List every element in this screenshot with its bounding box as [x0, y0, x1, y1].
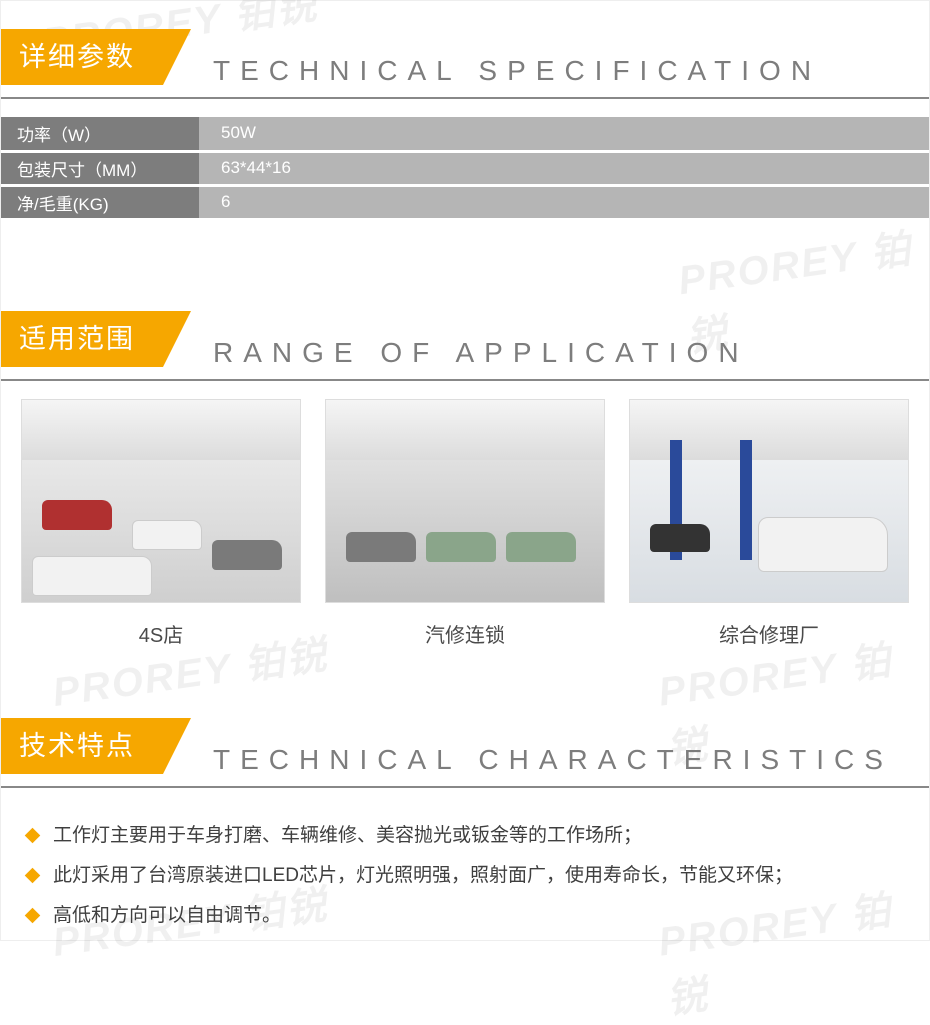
spec-label: 包装尺寸（MM） — [1, 151, 199, 185]
section-heading-en-range: RANGE OF APPLICATION — [213, 337, 749, 369]
spec-value: 50W — [199, 117, 929, 151]
section-tab-tech: 技术特点 — [1, 718, 163, 774]
tech-bullet-list: 工作灯主要用于车身打磨、车辆维修、美容抛光或钣金等的工作场所； 此灯采用了台湾原… — [1, 788, 929, 936]
application-caption: 汽修连锁 — [325, 619, 605, 648]
section-tab-spec: 详细参数 — [1, 29, 163, 85]
application-image — [325, 399, 605, 603]
application-gallery: 4S店 汽修连锁 综合修理厂 — [1, 381, 929, 648]
list-item: 工作灯主要用于车身打磨、车辆维修、美容抛光或钣金等的工作场所； — [23, 816, 907, 856]
section-header-spec: 详细参数 TECHNICAL SPECIFICATION — [1, 29, 929, 93]
section-rule — [1, 97, 929, 99]
section-tab-range: 适用范围 — [1, 311, 163, 367]
section-heading-en-tech: TECHNICAL CHARACTERISTICS — [213, 744, 893, 776]
spec-table: 功率（W） 50W 包装尺寸（MM） 63*44*16 净/毛重(KG) 6 — [1, 117, 929, 221]
table-row: 功率（W） 50W — [1, 117, 929, 151]
application-item: 综合修理厂 — [629, 399, 909, 648]
application-item: 汽修连锁 — [325, 399, 605, 648]
application-image — [629, 399, 909, 603]
spec-value: 6 — [199, 185, 929, 219]
table-row: 包装尺寸（MM） 63*44*16 — [1, 151, 929, 185]
application-image — [21, 399, 301, 603]
section-header-tech: 技术特点 TECHNICAL CHARACTERISTICS — [1, 718, 929, 782]
application-caption: 4S店 — [21, 619, 301, 648]
spec-label: 净/毛重(KG) — [1, 185, 199, 219]
section-heading-en-spec: TECHNICAL SPECIFICATION — [213, 55, 821, 87]
list-item: 此灯采用了台湾原装进口LED芯片，灯光照明强，照射面广，使用寿命长，节能又环保； — [23, 856, 907, 896]
section-header-range: 适用范围 RANGE OF APPLICATION — [1, 311, 929, 375]
table-row: 净/毛重(KG) 6 — [1, 185, 929, 219]
application-item: 4S店 — [21, 399, 301, 648]
spec-value: 63*44*16 — [199, 151, 929, 185]
list-item: 高低和方向可以自由调节。 — [23, 896, 907, 936]
spec-label: 功率（W） — [1, 117, 199, 151]
application-caption: 综合修理厂 — [629, 619, 909, 648]
